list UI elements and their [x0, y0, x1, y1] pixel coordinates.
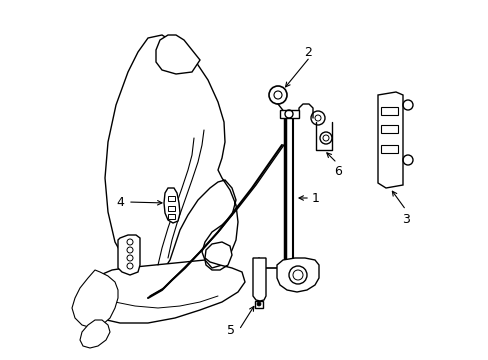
Text: 1: 1 [311, 192, 319, 204]
Polygon shape [82, 242, 244, 323]
Polygon shape [80, 320, 110, 348]
Bar [380, 145, 397, 153]
Text: 2: 2 [304, 45, 311, 59]
Polygon shape [163, 188, 180, 223]
Bar [254, 301, 263, 308]
Polygon shape [252, 258, 265, 301]
Text: 6: 6 [333, 165, 341, 178]
Polygon shape [377, 92, 402, 188]
Polygon shape [118, 235, 140, 275]
Circle shape [257, 302, 261, 306]
Text: 5: 5 [226, 324, 235, 337]
Bar [380, 107, 397, 115]
Bar [168, 196, 175, 201]
Polygon shape [156, 35, 200, 74]
Polygon shape [276, 258, 318, 292]
Polygon shape [72, 270, 118, 328]
Text: 3: 3 [401, 213, 409, 226]
Bar [168, 214, 175, 219]
Bar [380, 125, 397, 133]
Polygon shape [280, 110, 298, 118]
Polygon shape [105, 35, 238, 275]
Text: 4: 4 [116, 195, 123, 208]
Bar [168, 206, 175, 211]
